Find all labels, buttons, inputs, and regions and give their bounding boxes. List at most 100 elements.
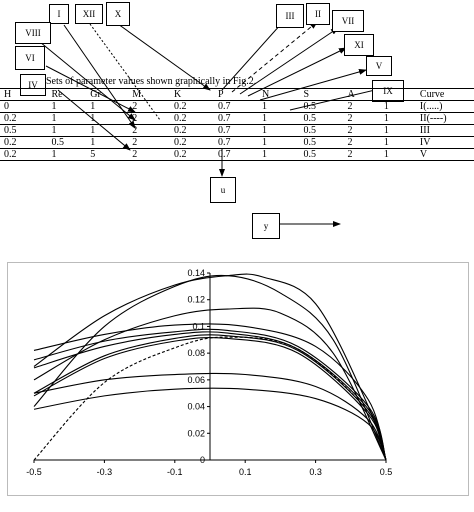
series-line-11 <box>33 387 387 461</box>
label-box-viii: VIII <box>15 22 51 44</box>
series-line-8 <box>33 336 387 461</box>
label-box-v: V <box>366 56 392 76</box>
table-header-cell: Curve <box>415 88 474 101</box>
label-box-vi: VI <box>15 46 45 70</box>
table-cell: 5 <box>86 148 129 161</box>
table-cell: 0.7 <box>214 124 258 137</box>
table-cell: 0.5 <box>299 112 344 125</box>
table-cell: 1 <box>47 124 87 137</box>
velocity-chart: 0 0.02 0.04 0.06 0.08 0.1 0.12 0.14 -0.5 -0.3 -0.1… <box>26 268 393 477</box>
table-cell: 1 <box>379 148 416 161</box>
table-cell: 0.2 <box>170 100 214 113</box>
table-cell: 2 <box>343 124 380 137</box>
label-box-xii: XII <box>75 4 103 24</box>
table-header-cell: H <box>0 88 48 101</box>
table-cell: 0.2 <box>0 112 48 125</box>
table-cell: 0.5 <box>47 136 87 149</box>
y-tick-label: 0.02 <box>187 428 205 438</box>
table-cell: 1 <box>379 100 416 113</box>
table-cell: 0 <box>0 100 48 113</box>
y-tick-label: 0.14 <box>187 268 205 278</box>
series-line-7 <box>33 334 387 461</box>
x-tick-label: 0.3 <box>309 467 322 477</box>
table-cell: 1 <box>257 124 300 137</box>
table-row: 0.2 1 1 2 0.2 0.7 1 0.5 2 1 II(----) <box>0 112 474 125</box>
table-cell: 1 <box>86 100 129 113</box>
table-cell: 0.5 <box>299 124 344 137</box>
table-cell: 2 <box>128 100 171 113</box>
table-cell: 1 <box>379 112 416 125</box>
series-line-5 <box>33 328 387 461</box>
y-tick-label: 0.06 <box>187 375 205 385</box>
table-cell: 2 <box>343 112 380 125</box>
y-tick-label: 0.1 <box>192 321 205 331</box>
table-cell: 0.2 <box>170 148 214 161</box>
label-box-y: y <box>252 213 280 239</box>
table-cell: 1 <box>257 148 300 161</box>
table-cell: 0.2 <box>170 136 214 149</box>
table-cell: 1 <box>257 112 300 125</box>
table-header-cell: Gr <box>86 88 129 101</box>
table-header-cell: M <box>128 88 171 101</box>
table-cell: 1 <box>47 112 87 125</box>
label-box-x: X <box>106 2 130 26</box>
table-cell: 0.5 <box>299 148 344 161</box>
table-cell: 2 <box>343 148 380 161</box>
label-box-u: u <box>210 177 236 203</box>
table-cell: 0.7 <box>214 148 258 161</box>
series-line-9 <box>33 336 387 461</box>
table-cell: V <box>415 148 474 161</box>
table-cell: 1 <box>86 112 129 125</box>
x-tick-label: 0.5 <box>380 467 393 477</box>
table-cell: 0.7 <box>214 136 258 149</box>
series-line-4 <box>33 323 387 461</box>
table-cell: 1 <box>86 124 129 137</box>
series-line-1 <box>33 273 387 461</box>
parameter-table: H Re Gr M K P N S A Curve 0 1 1 2 0.2 0.7 1 0.5 2 1 I(.....)… <box>0 88 474 161</box>
table-cell: 1 <box>47 100 87 113</box>
x-tick-label: 0.1 <box>239 467 252 477</box>
table-cell: 2 <box>343 136 380 149</box>
table-cell: IV <box>415 136 474 149</box>
table-header-cell: K <box>170 88 214 101</box>
table-caption: Sets of parameter values shown graphical… <box>46 76 257 87</box>
table-cell: 2 <box>128 148 171 161</box>
table-cell: 0.7 <box>214 112 258 125</box>
table-header-cell: A <box>343 88 380 101</box>
table-cell: II(----) <box>415 112 474 125</box>
table-row: 0.2 0.5 1 2 0.2 0.7 1 0.5 2 1 IV <box>0 136 474 149</box>
x-tick-label: -0.1 <box>167 467 183 477</box>
table-row: 0 1 1 2 0.2 0.7 1 0.5 2 1 I(.....) <box>0 100 474 113</box>
table-cell: 1 <box>47 148 87 161</box>
table-row: 0.5 1 1 2 0.2 0.7 1 0.5 2 1 III <box>0 124 474 137</box>
table-cell: 0.5 <box>299 136 344 149</box>
series-line-2 <box>33 274 387 461</box>
y-tick-label: 0.12 <box>187 295 205 305</box>
label-box-vii: VII <box>332 10 364 32</box>
table-cell: 2 <box>128 124 171 137</box>
label-box-xi: XI <box>344 34 374 56</box>
x-tick-label: -0.3 <box>97 467 113 477</box>
table-header-cell: Re <box>47 88 87 101</box>
table-cell: 2 <box>128 112 171 125</box>
x-tick-label: -0.5 <box>26 467 42 477</box>
table-cell: I(.....) <box>415 100 474 113</box>
series-line-6 <box>33 331 387 461</box>
table-header-row: H Re Gr M K P N S A Curve <box>0 88 474 101</box>
table-cell: 1 <box>257 100 300 113</box>
label-box-i: I <box>49 4 69 24</box>
table-cell: 1 <box>379 124 416 137</box>
table-cell: III <box>415 124 474 137</box>
table-header-cell: P <box>214 88 258 101</box>
table-cell: 0.2 <box>170 124 214 137</box>
table-header-cell <box>379 88 416 101</box>
series-line-10 <box>33 372 387 461</box>
y-tick-label: 0.04 <box>187 402 205 412</box>
table-cell: 0.5 <box>299 100 344 113</box>
label-box-iii: III <box>276 4 304 28</box>
table-cell: 0.2 <box>0 136 48 149</box>
table-cell: 1 <box>379 136 416 149</box>
chart-frame: 0 0.02 0.04 0.06 0.08 0.1 0.12 0.14 -0.5 -0.3 -0.1… <box>7 262 469 496</box>
table-row: 0.2 1 5 2 0.2 0.7 1 0.5 2 1 V <box>0 148 474 161</box>
label-box-ii: II <box>306 3 330 25</box>
